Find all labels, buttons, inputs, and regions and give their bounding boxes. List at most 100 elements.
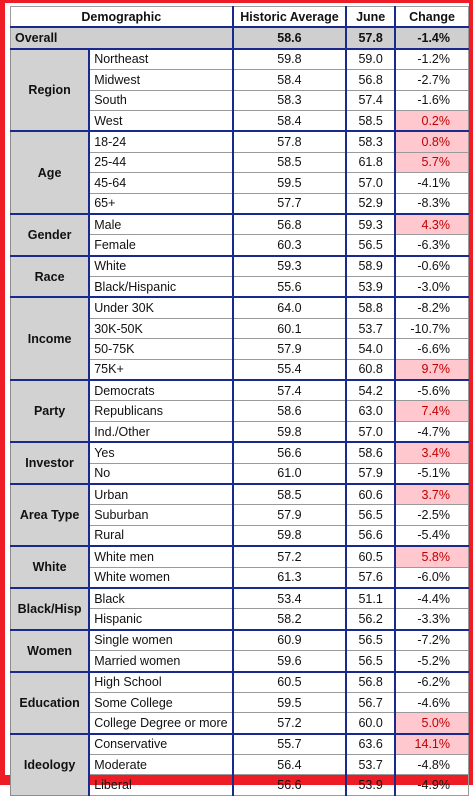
- row-label: Female: [88, 234, 234, 257]
- historic-average-cell: 55.7: [232, 732, 348, 756]
- historic-average-cell: 59.3: [232, 254, 348, 278]
- historic-average-cell: 58.6: [232, 400, 348, 422]
- table-row: Midwest 58.4 56.8 -2.7%: [11, 69, 469, 91]
- change-cell: 0.2%: [394, 109, 469, 132]
- row-label: 45-64: [88, 172, 234, 194]
- historic-average-cell: 58.2: [232, 608, 348, 631]
- table-row: Hispanic 58.2 56.2 -3.3%: [11, 608, 469, 631]
- change-cell: -6.2%: [394, 670, 469, 693]
- row-label: Hispanic: [88, 608, 234, 631]
- june-cell: 58.5: [345, 109, 396, 132]
- june-cell: 56.5: [345, 628, 396, 652]
- june-cell: 58.6: [345, 441, 396, 464]
- historic-average-cell: 57.4: [232, 379, 348, 402]
- row-label: South: [88, 89, 234, 111]
- historic-average-cell: 59.8: [232, 524, 348, 547]
- historic-average-cell: 56.6: [232, 774, 348, 796]
- table-row: Race White 59.3 58.9 -0.6%: [10, 254, 469, 298]
- historic-average-cell: 57.2: [232, 545, 348, 568]
- historic-average-cell: 60.5: [232, 670, 348, 693]
- historic-average-cell: 64.0: [232, 296, 348, 319]
- change-cell: 9.7%: [394, 358, 469, 381]
- june-cell: 54.0: [345, 338, 396, 360]
- row-label: White women: [88, 566, 234, 589]
- row-label: White men: [88, 545, 234, 568]
- june-cell: 56.5: [345, 650, 396, 672]
- row-label: Northeast: [88, 47, 234, 71]
- group-label: Race: [10, 254, 91, 298]
- row-label: Suburban: [88, 504, 234, 526]
- row-label: White: [88, 254, 234, 278]
- june-cell: 57.6: [345, 566, 396, 589]
- change-cell: 5.8%: [394, 545, 469, 568]
- june-cell: 57.4: [345, 89, 396, 111]
- group-label: Age: [10, 130, 91, 215]
- table-row: College Degree or more 57.2 60.0 5.0%: [11, 712, 469, 735]
- change-cell: 3.7%: [394, 482, 469, 506]
- row-label: 65+: [88, 192, 234, 215]
- change-cell: 3.4%: [394, 441, 469, 464]
- overall-row: Overall 58.6 57.8 -1.4%: [9, 26, 469, 50]
- historic-average-cell: 58.3: [232, 89, 348, 111]
- table-row: Investor Yes 56.6 58.6 3.4%: [10, 441, 469, 485]
- group-label: Gender: [10, 212, 91, 257]
- june-cell: 51.1: [345, 586, 396, 610]
- june-cell: 57.0: [345, 420, 396, 443]
- historic-average-cell: 60.3: [232, 234, 348, 257]
- group-label: Region: [10, 47, 91, 132]
- june-cell: 60.5: [345, 545, 396, 568]
- row-label: Rural: [88, 524, 234, 547]
- historic-average-cell: 57.9: [232, 338, 348, 360]
- historic-average-cell: 60.9: [232, 628, 348, 652]
- june-cell: 53.9: [345, 276, 396, 298]
- historic-average-cell: 55.6: [232, 276, 348, 298]
- row-label: 75K+: [88, 358, 234, 381]
- historic-average-cell: 56.4: [232, 754, 348, 776]
- header-june: June: [345, 6, 396, 28]
- june-cell: 59.0: [345, 47, 396, 71]
- change-cell: 5.0%: [394, 712, 469, 735]
- historic-average-cell: 58.4: [232, 69, 348, 91]
- change-cell: -4.1%: [394, 172, 469, 194]
- table-row: Gender Male 56.8 59.3 4.3%: [10, 212, 469, 257]
- june-cell: 56.8: [345, 670, 396, 693]
- row-label: West: [88, 109, 234, 132]
- header-demographic: Demographic: [9, 6, 234, 28]
- table-row: 65+ 57.7 52.9 -8.3%: [11, 192, 469, 215]
- june-cell: 53.9: [345, 774, 396, 796]
- historic-average-cell: 53.4: [232, 586, 348, 610]
- change-cell: -4.6%: [394, 691, 469, 714]
- table-row: Female 60.3 56.5 -6.3%: [11, 234, 469, 257]
- row-label: Black: [88, 586, 234, 610]
- row-label: Some College: [88, 691, 234, 714]
- overall-june: 57.8: [345, 26, 396, 50]
- table-row: 50-75K 57.9 54.0 -6.6%: [11, 338, 469, 360]
- overall-historic: 58.6: [232, 26, 348, 50]
- table-row: Black/Hisp Black 53.4 51.1 -4.4%: [10, 586, 469, 631]
- row-label: Single women: [88, 628, 234, 652]
- june-cell: 56.5: [345, 504, 396, 526]
- historic-average-cell: 55.4: [232, 358, 348, 381]
- historic-average-cell: 56.8: [232, 212, 348, 236]
- change-cell: 14.1%: [394, 732, 469, 756]
- table-row: Republicans 58.6 63.0 7.4%: [11, 400, 469, 422]
- historic-average-cell: 57.9: [232, 504, 348, 526]
- change-cell: -4.4%: [394, 586, 469, 610]
- historic-average-cell: 58.5: [232, 151, 348, 174]
- group-label: Education: [10, 670, 91, 735]
- table-row: Ideology Conservative 55.7 63.6 14.1%: [10, 732, 469, 796]
- row-label: Ind./Other: [88, 420, 234, 443]
- overall-change: -1.4%: [394, 26, 469, 50]
- june-cell: 58.3: [345, 130, 396, 153]
- historic-average-cell: 59.8: [232, 420, 348, 443]
- historic-average-cell: 58.5: [232, 482, 348, 506]
- row-label: Midwest: [88, 69, 234, 91]
- row-label: Black/Hispanic: [88, 276, 234, 298]
- table-row: Income Under 30K 64.0 58.8 -8.2%: [10, 296, 469, 381]
- june-cell: 56.6: [345, 524, 396, 547]
- june-cell: 59.3: [345, 212, 396, 236]
- row-label: Moderate: [88, 754, 234, 776]
- table-row: Age 18-24 57.8 58.3 0.8%: [10, 130, 469, 215]
- june-cell: 56.2: [345, 608, 396, 631]
